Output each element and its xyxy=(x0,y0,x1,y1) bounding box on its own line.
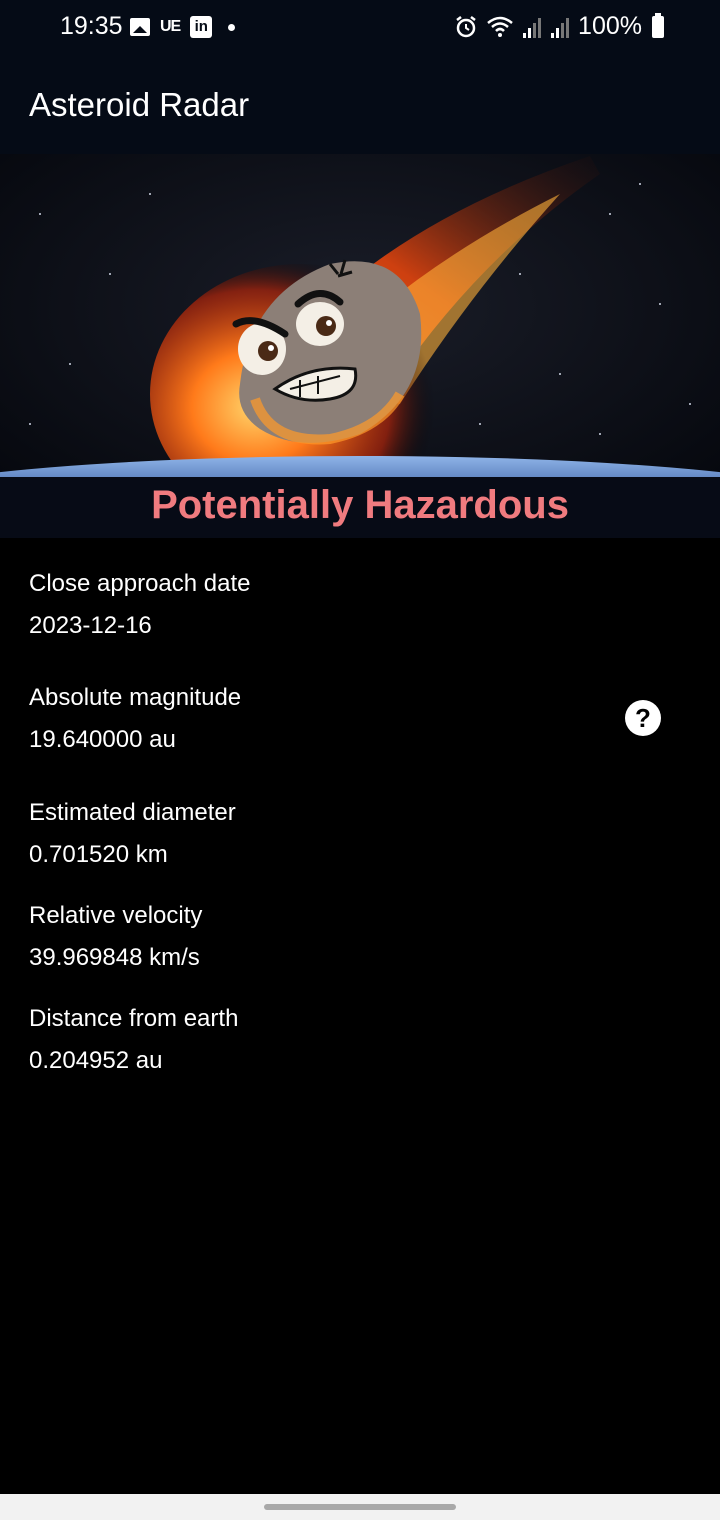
detail-distance-from-earth: Distance from earth 0.204952 au xyxy=(29,1005,238,1075)
alarm-icon xyxy=(456,15,476,37)
hazard-status-label: Potentially Hazardous xyxy=(151,483,569,527)
detail-label: Estimated diameter xyxy=(29,799,236,826)
detail-estimated-diameter: Estimated diameter 0.701520 km xyxy=(29,799,236,869)
battery-icon xyxy=(652,12,664,38)
status-time: 19:35 xyxy=(60,12,123,40)
image-icon xyxy=(130,18,150,36)
asteroid-hero-image xyxy=(0,154,720,538)
detail-value: 0.204952 au xyxy=(29,1047,163,1074)
detail-close-approach-date: Close approach date 2023-12-16 xyxy=(29,570,250,640)
detail-absolute-magnitude: Absolute magnitude 19.640000 au xyxy=(29,684,241,754)
app-bar: Asteroid Radar xyxy=(0,56,720,154)
detail-value: 19.640000 au xyxy=(29,726,176,753)
app-title: Asteroid Radar xyxy=(29,86,250,123)
detail-value: 2023-12-16 xyxy=(29,612,152,639)
detail-label: Distance from earth xyxy=(29,1005,239,1032)
ue-icon: UE xyxy=(160,18,181,35)
status-bar: 19:35 UE in 100% xyxy=(0,0,720,56)
detail-label: Close approach date xyxy=(29,570,251,597)
linkedin-icon: in xyxy=(190,16,213,38)
battery-percentage: 100% xyxy=(578,12,642,40)
status-right-icons: 100% xyxy=(454,12,664,41)
notification-dot-icon xyxy=(228,23,236,31)
status-left-icons: UE in xyxy=(130,16,236,38)
detail-relative-velocity: Relative velocity 39.969848 km/s xyxy=(29,902,202,972)
hazard-status-banner: Potentially Hazardous xyxy=(0,477,720,538)
signal-icon xyxy=(523,17,542,38)
system-navigation-bar xyxy=(0,1494,720,1520)
signal-icon xyxy=(551,17,570,38)
help-icon[interactable]: ? xyxy=(625,700,661,736)
detail-value: 39.969848 km/s xyxy=(29,944,200,971)
gesture-handle[interactable] xyxy=(264,1504,456,1510)
detail-value: 0.701520 km xyxy=(29,841,168,868)
detail-label: Absolute magnitude xyxy=(29,684,242,711)
detail-label: Relative velocity xyxy=(29,902,203,929)
wifi-icon xyxy=(487,16,513,37)
